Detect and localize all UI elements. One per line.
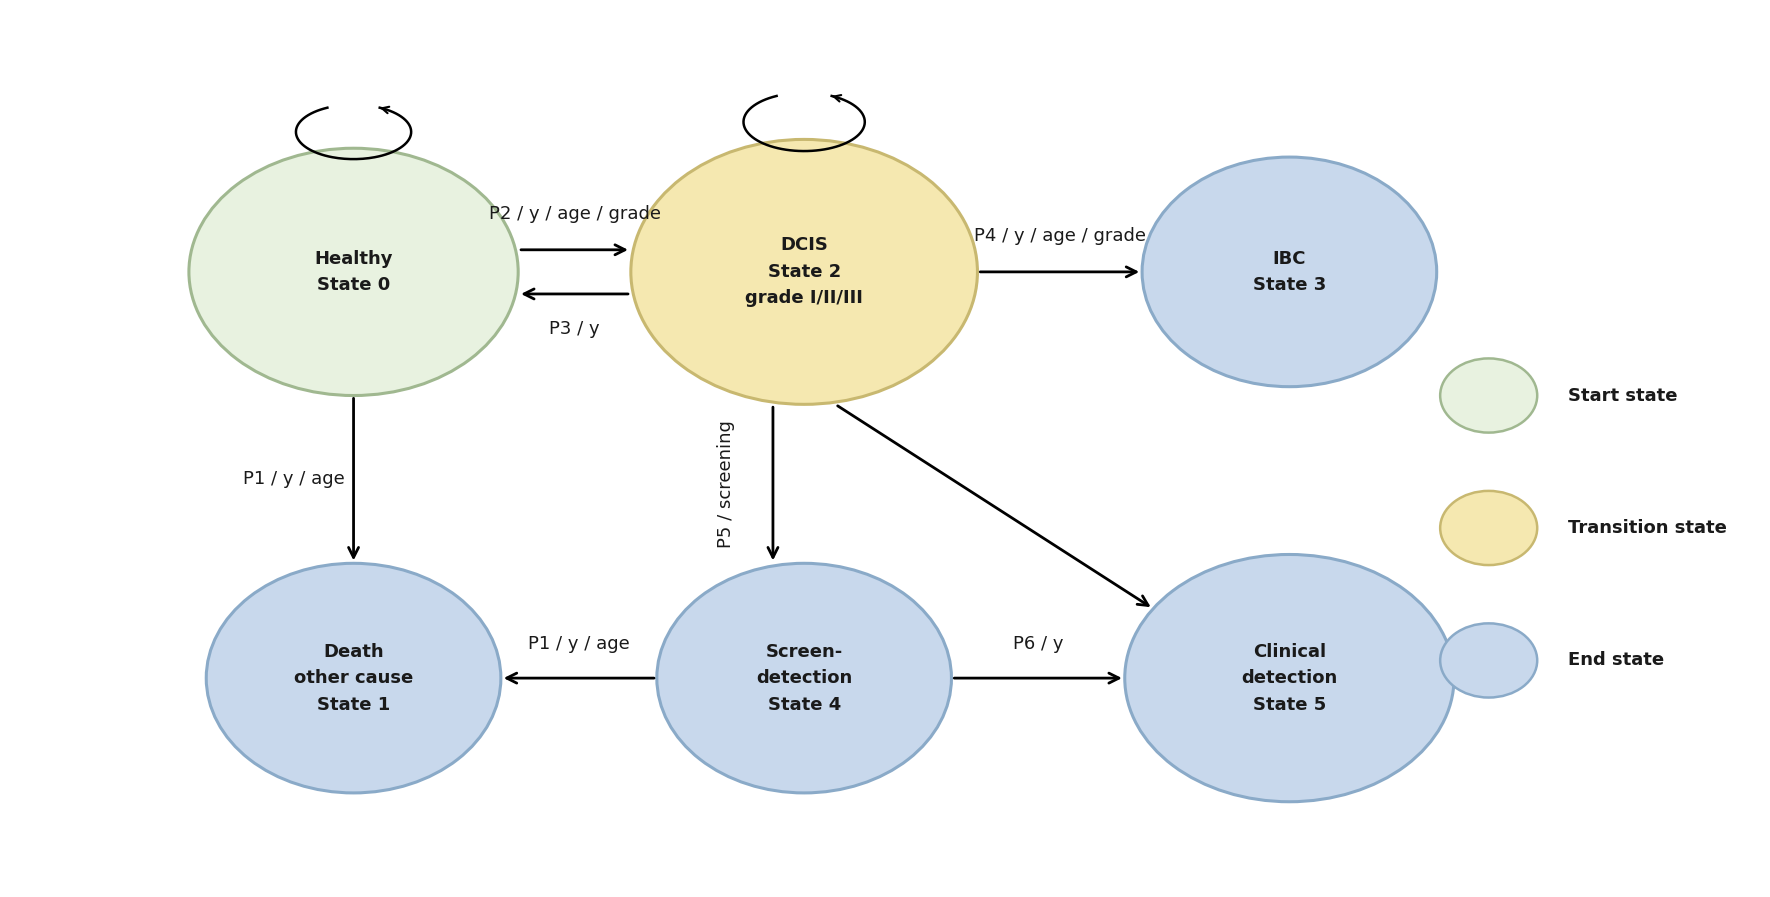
- Text: Death
other cause
State 1: Death other cause State 1: [294, 643, 412, 713]
- Ellipse shape: [630, 139, 977, 405]
- Text: P1 / y / age: P1 / y / age: [242, 470, 345, 488]
- Text: Start state: Start state: [1568, 387, 1678, 405]
- Text: P2 / y / age / grade: P2 / y / age / grade: [489, 205, 660, 223]
- Text: P3 / y: P3 / y: [549, 320, 600, 338]
- Text: P5 / screening: P5 / screening: [717, 420, 735, 548]
- Ellipse shape: [1441, 359, 1536, 432]
- Text: Healthy
State 0: Healthy State 0: [315, 249, 393, 294]
- Text: End state: End state: [1568, 651, 1664, 669]
- Ellipse shape: [1142, 157, 1437, 387]
- Ellipse shape: [1124, 554, 1453, 802]
- Text: IBC
State 3: IBC State 3: [1253, 249, 1326, 294]
- Text: P4 / y / age / grade: P4 / y / age / grade: [974, 227, 1145, 246]
- Ellipse shape: [1441, 491, 1536, 565]
- Text: P6 / y: P6 / y: [1012, 635, 1064, 653]
- Text: Screen-
detection
State 4: Screen- detection State 4: [756, 643, 853, 713]
- Ellipse shape: [657, 563, 952, 793]
- Text: Transition state: Transition state: [1568, 519, 1728, 537]
- Ellipse shape: [1441, 623, 1536, 698]
- Text: P1 / y / age: P1 / y / age: [527, 635, 630, 653]
- Text: Clinical
detection
State 5: Clinical detection State 5: [1241, 643, 1338, 713]
- Ellipse shape: [189, 148, 519, 396]
- Text: DCIS
State 2
grade I/II/III: DCIS State 2 grade I/II/III: [745, 237, 864, 308]
- Ellipse shape: [207, 563, 501, 793]
